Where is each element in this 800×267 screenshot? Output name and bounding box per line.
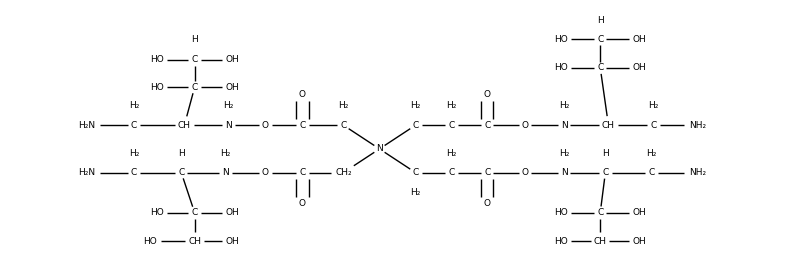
- Text: C: C: [131, 168, 137, 177]
- Text: H₂N: H₂N: [78, 121, 95, 130]
- Text: O: O: [262, 168, 269, 177]
- Text: CH: CH: [594, 237, 606, 246]
- Text: NH₂: NH₂: [690, 121, 706, 130]
- Text: C: C: [650, 121, 657, 130]
- Text: H₂: H₂: [446, 148, 457, 158]
- Text: O: O: [262, 121, 269, 130]
- Text: H₂: H₂: [446, 101, 457, 110]
- Text: H: H: [178, 148, 185, 158]
- Text: H: H: [191, 34, 198, 44]
- Text: O: O: [522, 168, 529, 177]
- Text: OH: OH: [632, 208, 646, 217]
- Text: H₂: H₂: [223, 101, 234, 110]
- Text: H₂: H₂: [129, 148, 139, 158]
- Text: C: C: [191, 83, 198, 92]
- Text: H₂: H₂: [559, 148, 570, 158]
- Text: N: N: [561, 121, 568, 130]
- Text: NH₂: NH₂: [690, 168, 706, 177]
- Text: C: C: [191, 55, 198, 64]
- Text: OH: OH: [226, 208, 239, 217]
- Text: H₂N: H₂N: [78, 168, 95, 177]
- Text: HO: HO: [150, 83, 163, 92]
- Text: H₂: H₂: [338, 101, 349, 110]
- Text: C: C: [412, 168, 418, 177]
- Text: OH: OH: [226, 83, 239, 92]
- Text: O: O: [299, 90, 306, 99]
- Text: H₂: H₂: [410, 101, 421, 110]
- Text: CH₂: CH₂: [335, 168, 352, 177]
- Text: C: C: [340, 121, 346, 130]
- Text: HO: HO: [150, 55, 163, 64]
- Text: HO: HO: [554, 63, 568, 72]
- Text: CH: CH: [602, 121, 615, 130]
- Text: N: N: [561, 168, 568, 177]
- Text: C: C: [448, 121, 454, 130]
- Text: C: C: [597, 208, 603, 217]
- Text: C: C: [191, 208, 198, 217]
- Text: HO: HO: [554, 208, 568, 217]
- Text: C: C: [448, 168, 454, 177]
- Text: C: C: [649, 168, 654, 177]
- Text: O: O: [522, 121, 529, 130]
- Text: O: O: [299, 199, 306, 208]
- Text: C: C: [597, 63, 603, 72]
- Text: OH: OH: [632, 237, 646, 246]
- Text: H₂: H₂: [559, 101, 570, 110]
- Text: OH: OH: [632, 63, 646, 72]
- Text: C: C: [178, 168, 184, 177]
- Text: H₂: H₂: [649, 101, 659, 110]
- Text: CH: CH: [188, 237, 201, 246]
- Text: C: C: [484, 168, 490, 177]
- Text: C: C: [412, 121, 418, 130]
- Text: OH: OH: [226, 55, 239, 64]
- Text: N: N: [376, 144, 383, 154]
- Text: OH: OH: [632, 34, 646, 44]
- Text: C: C: [131, 121, 137, 130]
- Text: H₂: H₂: [646, 148, 657, 158]
- Text: N: N: [225, 121, 232, 130]
- Text: N: N: [222, 168, 229, 177]
- Text: H₂: H₂: [220, 148, 230, 158]
- Text: C: C: [299, 121, 306, 130]
- Text: C: C: [602, 168, 609, 177]
- Text: OH: OH: [226, 237, 239, 246]
- Text: HO: HO: [554, 34, 568, 44]
- Text: O: O: [484, 90, 490, 99]
- Text: HO: HO: [143, 237, 158, 246]
- Text: H₂: H₂: [129, 101, 139, 110]
- Text: O: O: [484, 199, 490, 208]
- Text: HO: HO: [554, 237, 568, 246]
- Text: H: H: [597, 16, 604, 25]
- Text: C: C: [597, 34, 603, 44]
- Text: C: C: [299, 168, 306, 177]
- Text: H₂: H₂: [410, 187, 421, 197]
- Text: HO: HO: [150, 208, 163, 217]
- Text: CH: CH: [178, 121, 191, 130]
- Text: C: C: [484, 121, 490, 130]
- Text: H: H: [602, 148, 609, 158]
